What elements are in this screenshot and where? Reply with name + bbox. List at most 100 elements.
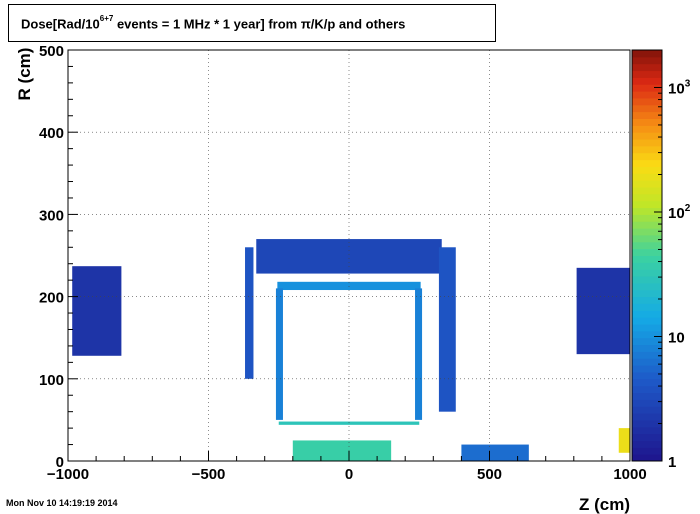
colorbar-swatch [632,330,662,339]
colorbar-swatch [632,310,662,318]
colorbar-frame [631,49,663,462]
colorbar-swatch [632,77,662,85]
colorbar-swatch [632,454,662,462]
colorbar-swatch [632,118,662,126]
colorbar-swatch [632,248,662,256]
x-tick-label: −1000 [47,466,89,483]
colorbar-tick-label: 103 [668,78,691,97]
colorbar-swatch [632,50,662,58]
colorbar-swatch [632,255,662,263]
y-tick-label: 200 [39,290,64,307]
title-exponent: 6+7 [99,14,114,23]
colorbar-swatch [632,440,662,448]
colorbar-swatch [632,132,662,140]
y-tick-label: 100 [39,372,64,389]
colorbar-swatch [632,351,662,359]
colorbar-tick-label: 10 [668,329,685,346]
colorbar-swatch [632,228,662,236]
colorbar-swatch [632,324,662,332]
colorbar-swatch [632,344,662,352]
colorbar-swatch [632,97,662,106]
colorbar-swatch [632,269,662,277]
colorbar-swatch [632,337,662,346]
y-tick-label: 500 [39,43,64,60]
heatmap-cell-top-band [256,239,442,274]
colorbar-swatch [632,296,662,304]
heatmap-cell-beam-region [292,440,392,461]
heatmap-cells [72,239,630,461]
heatmap-cell-right-wall [415,288,423,420]
heatmap-cell-left-wall [275,288,283,420]
colorbar-swatch [632,317,662,325]
colorbar-swatch [632,159,662,167]
colorbar-swatch [632,276,662,284]
colorbar: 1 10 102 103 [631,49,691,471]
colorbar-swatch [632,180,662,188]
colorbar-swatch [632,91,662,99]
colorbar-swatch [632,152,662,161]
colorbar-swatch [632,166,662,174]
colorbar-swatch [632,221,662,229]
x-tick-label: 1000 [613,466,646,483]
colorbar-swatch [632,406,662,414]
heatmap-cell-lower-bar [278,421,420,425]
colorbar-swatch [632,193,662,202]
colorbar-swatch [632,358,662,366]
x-tick-label: 500 [477,466,502,483]
colorbar-swatch [632,413,662,421]
colorbar-swatch [632,426,662,435]
colorbar-swatch [632,365,662,373]
colorbar-swatch [632,187,662,195]
timestamp: Mon Nov 10 14:19:19 2014 [6,498,118,508]
x-axis-label: Z (cm) [579,495,630,514]
colorbar-swatch [632,371,662,380]
grid-lines [68,50,630,461]
colorbar-swatch [632,282,662,291]
heatmap-cell-corner-right [618,428,630,453]
colorbar-swatch [632,139,662,147]
colorbar-swatch [632,63,662,72]
colorbar-swatch [632,200,662,209]
title-prefix: Dose[Rad/10 [21,16,100,32]
colorbar-tick-label: 102 [668,203,691,222]
colorbar-swatch [632,303,662,311]
heatmap-cell-right-cluster [576,267,630,355]
axis-ticks: −1000 −500 0 500 1000 0 100 200 300 400 500 [39,43,647,483]
colorbar-swatch [632,111,662,119]
colorbar-swatch [632,104,662,113]
title-suffix: events = 1 MHz * 1 year] from π/K/p and … [113,16,406,32]
colorbar-swatch [632,125,662,133]
colorbar-swatch [632,262,662,270]
x-tick-label: −500 [192,466,226,483]
x-tick-label: 0 [345,466,353,483]
y-tick-label: 300 [39,207,64,224]
colorbar-swatch [632,385,662,393]
chart-title: Dose[Rad/106+7 events = 1 MHz * 1 year] … [21,14,406,32]
colorbar-swatch [632,56,662,65]
y-axis-label: R (cm) [15,48,34,101]
colorbar-swatch [632,145,662,154]
title-box: Dose[Rad/106+7 events = 1 MHz * 1 year] … [8,4,496,42]
colorbar-swatch [632,70,662,78]
y-tick-label: 400 [39,125,64,142]
colorbar-swatch [632,392,662,400]
heatmap-cell-forward-lower [461,444,529,461]
colorbar-swatch [632,399,662,407]
colorbar-swatch [632,241,662,250]
heatmap-cell-left-cluster [72,266,122,356]
colorbar-swatch [632,234,662,243]
y-tick-label: 0 [56,454,64,471]
colorbar-swatch [632,289,662,298]
colorbar-swatch [632,419,662,428]
colorbar-swatch [632,214,662,222]
colorbar-swatch [632,207,662,215]
heatmap-cell-inner-ring [277,281,421,291]
colorbar-swatch [632,447,662,455]
colorbar-tick-label: 1 [668,454,676,471]
heatmap-cell-right-outer-support [438,247,456,412]
colorbar-swatch [632,378,662,387]
colorbar-swatch [632,433,662,441]
colorbar-swatch [632,173,662,181]
colorbar-swatch [632,84,662,92]
